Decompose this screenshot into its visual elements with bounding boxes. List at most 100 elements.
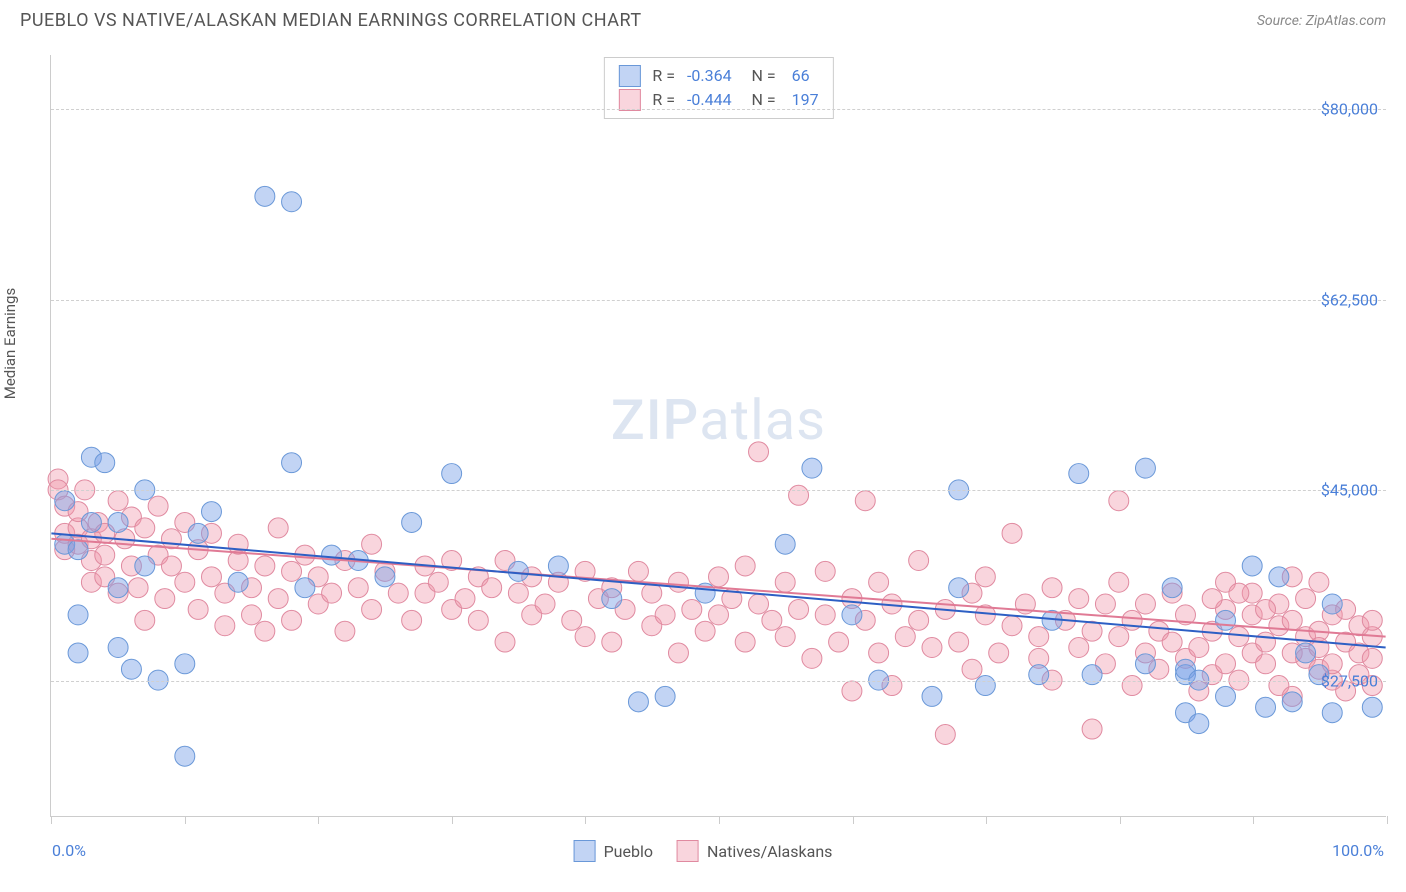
ytick-label: $45,000 [1321,481,1378,500]
data-point [1109,572,1129,592]
data-point [362,599,382,619]
data-point [909,551,929,571]
data-point [1282,610,1302,630]
data-point [428,572,448,592]
data-point [949,632,969,652]
yaxis-title: Median Earnings [1,288,19,399]
ytick-label: $62,500 [1321,290,1378,309]
data-point [442,464,462,484]
legend-swatch [574,840,596,862]
data-point [322,583,342,603]
scatter-plot [51,55,1386,816]
gridline [51,109,1386,110]
data-point [255,621,275,641]
data-point [602,589,622,609]
data-point [628,692,648,712]
data-point [161,529,181,549]
data-point [749,594,769,614]
data-point [1362,697,1382,717]
data-point [975,567,995,587]
data-point [495,632,515,652]
data-point [175,654,195,674]
data-point [775,627,795,647]
data-point [188,599,208,619]
data-point [468,610,488,630]
xtick [452,816,453,824]
data-point [1322,703,1342,723]
data-point [1202,589,1222,609]
source-label: Source: ZipAtlas.com [1257,13,1386,29]
data-point [228,572,248,592]
data-point [128,578,148,598]
data-point [1109,491,1129,511]
data-point [735,556,755,576]
data-point [709,605,729,625]
data-point [1269,567,1289,587]
data-point [268,518,288,538]
data-point [735,632,755,652]
data-point [508,561,528,581]
legend-item: Natives/Alaskans [677,840,832,862]
data-point [1296,643,1316,663]
data-point [1122,676,1142,696]
data-point [1216,654,1236,674]
data-point [789,485,809,505]
data-point [68,605,88,625]
data-point [855,491,875,511]
data-point [215,616,235,636]
data-point [282,453,302,473]
data-point [68,540,88,560]
data-point [1242,556,1262,576]
data-point [962,659,982,679]
data-point [255,556,275,576]
data-point [175,572,195,592]
data-point [1229,583,1249,603]
data-point [802,458,822,478]
data-point [148,496,168,516]
data-point [482,578,502,598]
data-point [895,627,915,647]
data-point [388,583,408,603]
data-point [668,572,688,592]
ytick-label: $27,500 [1321,671,1378,690]
data-point [348,578,368,598]
data-point [81,512,101,532]
data-point [869,643,889,663]
data-point [695,621,715,641]
data-point [575,627,595,647]
data-point [201,567,221,587]
data-point [709,567,729,587]
data-point [135,556,155,576]
data-point [1282,692,1302,712]
data-point [1256,632,1276,652]
xtick [719,816,720,824]
data-point [1135,458,1155,478]
stats-row: R = -0.444 N = 197 [618,88,818,112]
data-point [1002,616,1022,636]
data-point [268,589,288,609]
data-point [1082,621,1102,641]
data-point [842,605,862,625]
data-point [628,561,648,581]
data-point [1322,594,1342,614]
data-point [548,556,568,576]
data-point [402,512,422,532]
xtick [1120,816,1121,824]
data-point [762,610,782,630]
data-point [562,610,582,630]
data-point [255,186,275,206]
data-point [188,523,208,543]
legend-label: Pueblo [604,842,653,861]
data-point [108,512,128,532]
data-point [1162,578,1182,598]
data-point [1362,648,1382,668]
data-point [1189,714,1209,734]
data-point [1189,638,1209,658]
data-point [922,638,942,658]
data-point [155,589,175,609]
data-point [789,599,809,619]
data-point [1296,589,1316,609]
data-point [282,561,302,581]
data-point [909,610,929,630]
data-point [135,518,155,538]
